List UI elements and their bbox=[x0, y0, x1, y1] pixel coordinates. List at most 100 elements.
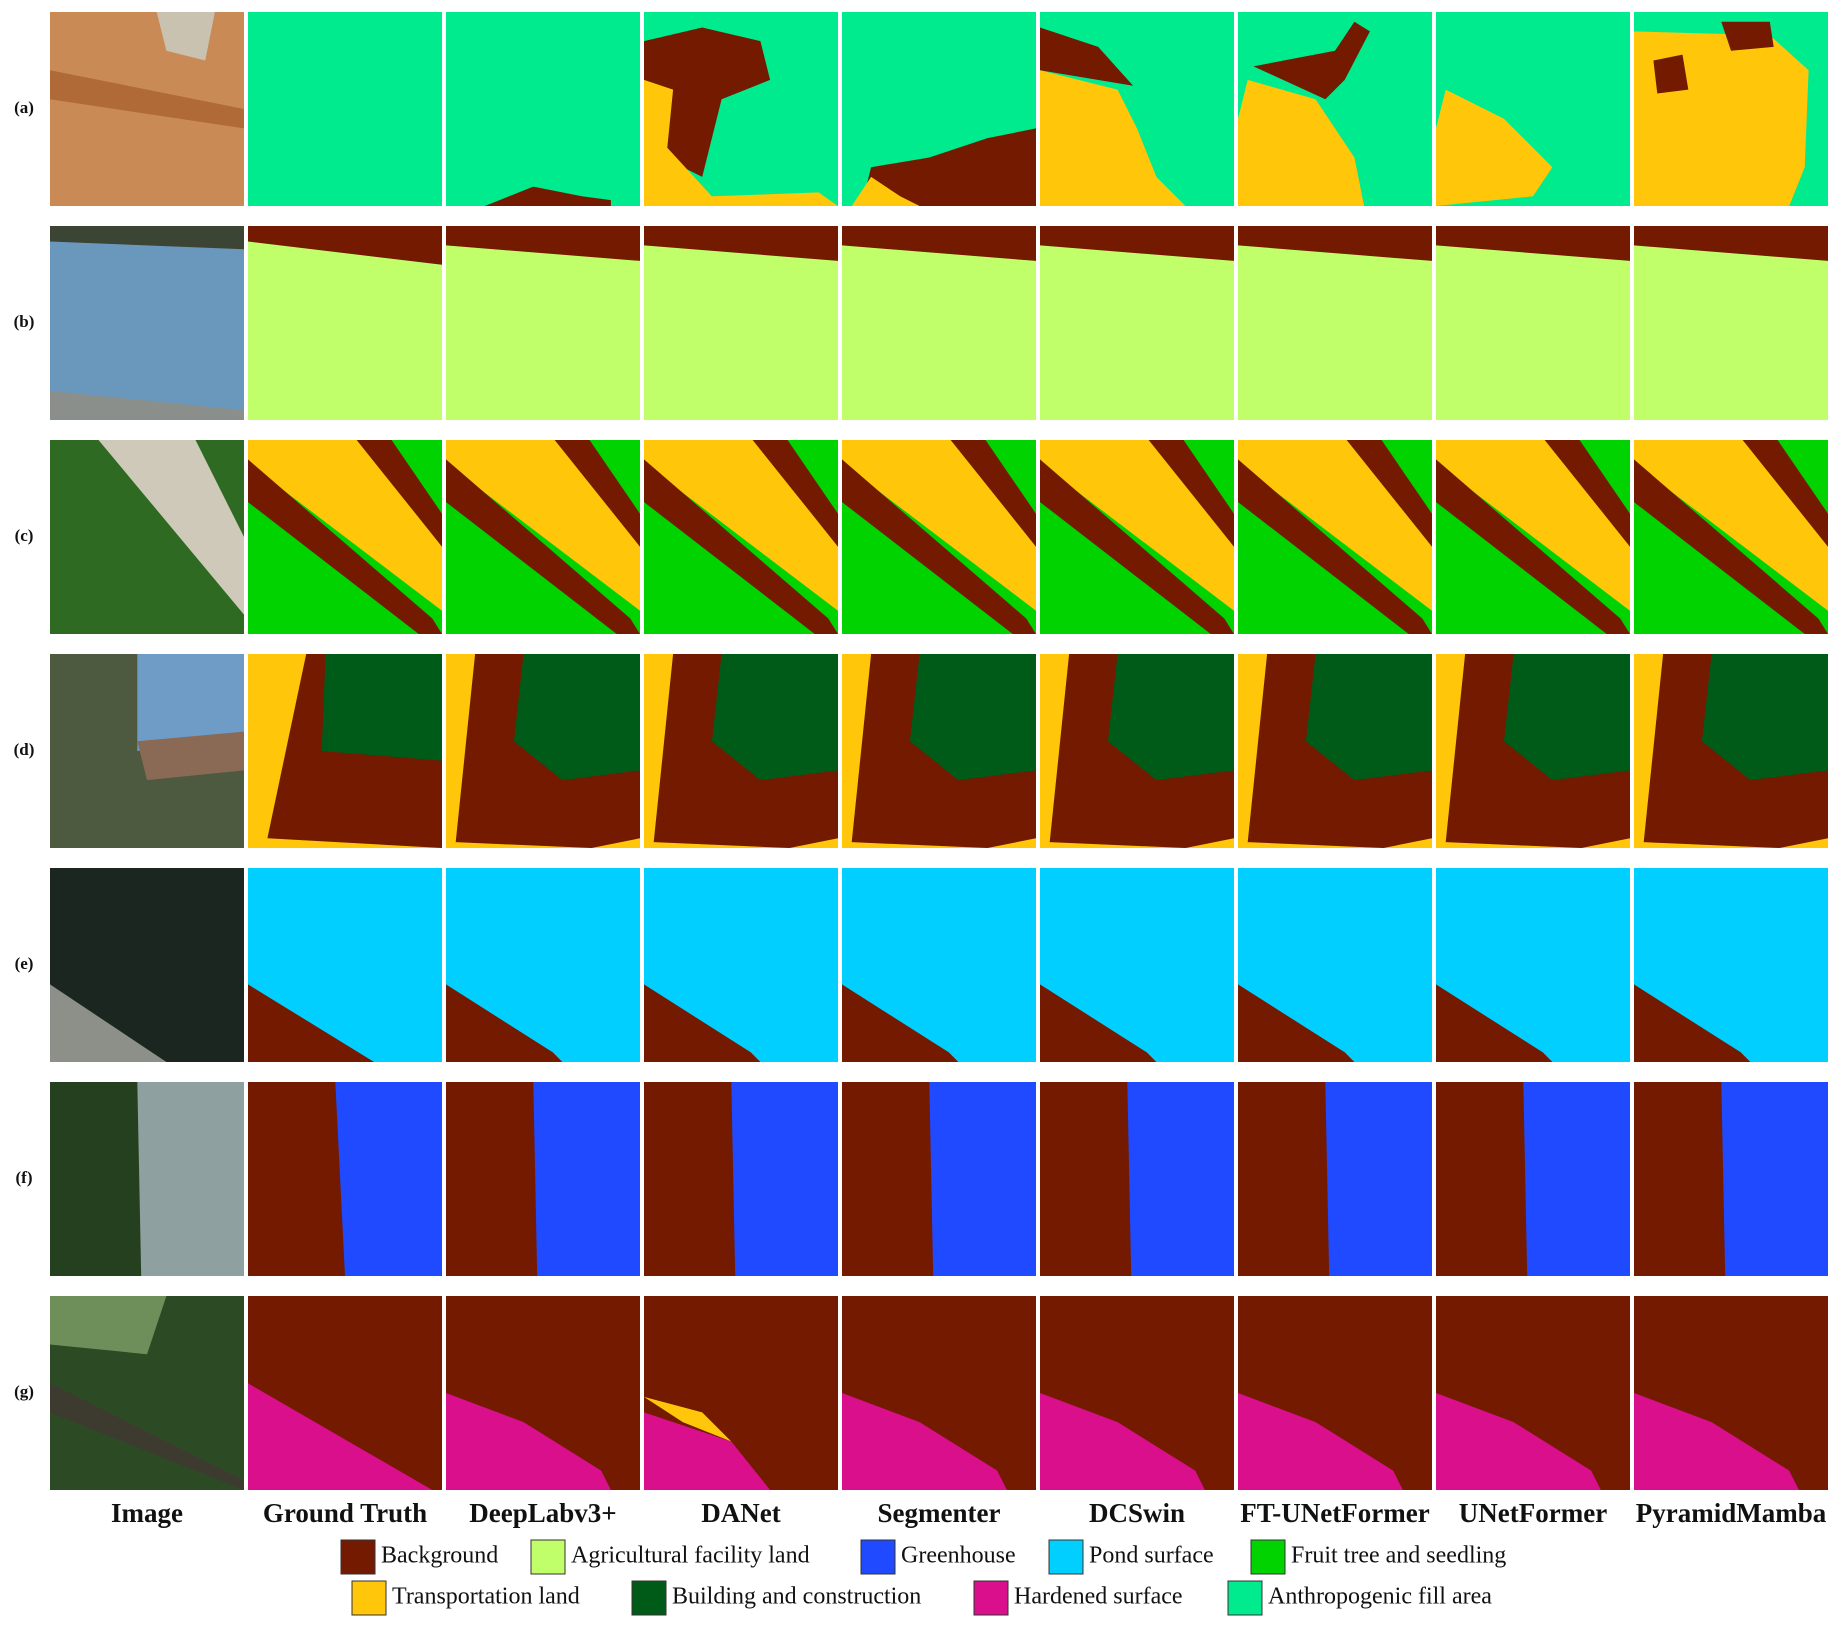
mask-region bbox=[851, 176, 920, 206]
mask-region bbox=[1040, 984, 1157, 1062]
mask-region bbox=[1653, 54, 1689, 94]
mask-region bbox=[1721, 1082, 1828, 1276]
column-label: Segmenter bbox=[878, 1498, 1001, 1528]
photo-region bbox=[50, 390, 244, 420]
mask-region bbox=[752, 440, 838, 547]
photo-region bbox=[137, 1082, 244, 1276]
mask-region bbox=[1325, 1082, 1432, 1276]
row-label: (f) bbox=[16, 1168, 33, 1187]
mask-region bbox=[248, 1383, 433, 1490]
mask-region bbox=[1346, 440, 1432, 547]
mask-region bbox=[1544, 440, 1630, 547]
mask-region bbox=[1040, 440, 1234, 611]
mask bbox=[446, 12, 640, 206]
mask-region bbox=[1634, 459, 1828, 634]
mask-region bbox=[644, 984, 761, 1062]
mask-region bbox=[644, 1396, 732, 1442]
photo-region bbox=[50, 70, 244, 129]
mask-region bbox=[711, 654, 838, 781]
mask-region bbox=[1253, 21, 1370, 100]
mask-region bbox=[644, 459, 838, 634]
mask-region bbox=[1721, 21, 1774, 51]
mask-region bbox=[407, 440, 442, 464]
mask-region bbox=[248, 984, 375, 1062]
photo-region bbox=[50, 984, 167, 1062]
legend-swatch bbox=[860, 1539, 896, 1575]
mask-region bbox=[1238, 1393, 1403, 1490]
legend-swatch bbox=[530, 1539, 566, 1575]
mask-region bbox=[446, 984, 563, 1062]
photo-region bbox=[50, 1383, 244, 1490]
mask-region bbox=[356, 440, 442, 547]
mask-region bbox=[513, 654, 640, 781]
column-label: DeepLabv3+ bbox=[469, 1498, 616, 1528]
mask-region bbox=[248, 440, 442, 611]
legend-swatch bbox=[340, 1539, 376, 1575]
mask-region bbox=[1436, 440, 1630, 611]
row-label: (e) bbox=[15, 954, 34, 973]
mask-region bbox=[554, 440, 640, 547]
mask-region bbox=[248, 459, 442, 634]
mask-region bbox=[1040, 27, 1134, 86]
row-label: (c) bbox=[15, 526, 34, 545]
mask-region bbox=[1107, 654, 1234, 781]
legend-swatch bbox=[631, 1580, 667, 1616]
mask-region bbox=[1634, 984, 1751, 1062]
photo-region bbox=[50, 1296, 167, 1355]
mask-region bbox=[446, 459, 640, 634]
mask-region bbox=[321, 654, 442, 761]
mask-region bbox=[1634, 226, 1828, 261]
mask-region bbox=[644, 79, 838, 206]
photo-region bbox=[156, 12, 215, 61]
column-label: Image bbox=[111, 1498, 183, 1528]
mask-region bbox=[1701, 654, 1828, 781]
legend-label: Agricultural facility land bbox=[571, 1543, 810, 1569]
mask-region bbox=[803, 440, 838, 464]
mask-region bbox=[842, 440, 1036, 611]
legend-label: Transportation land bbox=[392, 1584, 580, 1610]
legend-label: Hardened surface bbox=[1014, 1584, 1183, 1610]
photo-region bbox=[98, 440, 244, 615]
legend-swatch bbox=[1227, 1580, 1263, 1616]
mask-region bbox=[644, 1412, 771, 1490]
mask-region bbox=[533, 1082, 640, 1276]
mask-region bbox=[1436, 226, 1630, 261]
mask-region bbox=[1436, 89, 1553, 206]
mask bbox=[248, 12, 442, 206]
legend-swatch bbox=[1250, 1539, 1286, 1575]
mask-region bbox=[950, 440, 1036, 547]
mask-region bbox=[1040, 1393, 1205, 1490]
mask-region bbox=[1305, 654, 1432, 781]
mask bbox=[1634, 226, 1828, 420]
mask-region bbox=[1523, 1082, 1630, 1276]
legend-label: Pond surface bbox=[1089, 1543, 1214, 1569]
mask-region bbox=[1127, 1082, 1234, 1276]
mask-region bbox=[1238, 440, 1432, 611]
mask-region bbox=[1436, 1393, 1601, 1490]
mask-region bbox=[1040, 459, 1234, 634]
mask-region bbox=[842, 459, 1036, 634]
mask-region bbox=[1238, 984, 1355, 1062]
column-label: FT-UNetFormer bbox=[1240, 1498, 1429, 1528]
column-label: PyramidMamba bbox=[1636, 1498, 1827, 1528]
mask-region bbox=[644, 440, 838, 611]
mask-region bbox=[1199, 440, 1234, 464]
row-label: (d) bbox=[14, 740, 35, 759]
mask-region bbox=[1503, 654, 1630, 781]
photo-region bbox=[137, 731, 244, 781]
mask-region bbox=[731, 1082, 838, 1276]
mask-region bbox=[1148, 440, 1234, 547]
legend-swatch bbox=[351, 1580, 387, 1616]
legend-label: Background bbox=[381, 1543, 498, 1569]
mask-region bbox=[335, 1082, 442, 1276]
photo-region bbox=[50, 226, 244, 250]
mask-region bbox=[909, 654, 1036, 781]
mask-region bbox=[1793, 440, 1828, 464]
mask-region bbox=[1742, 440, 1828, 547]
row-label: (g) bbox=[14, 1382, 34, 1401]
mask-region bbox=[1238, 459, 1432, 634]
legend-label: Building and construction bbox=[672, 1584, 921, 1610]
column-label: DCSwin bbox=[1089, 1498, 1185, 1528]
mask-region bbox=[1238, 79, 1365, 206]
